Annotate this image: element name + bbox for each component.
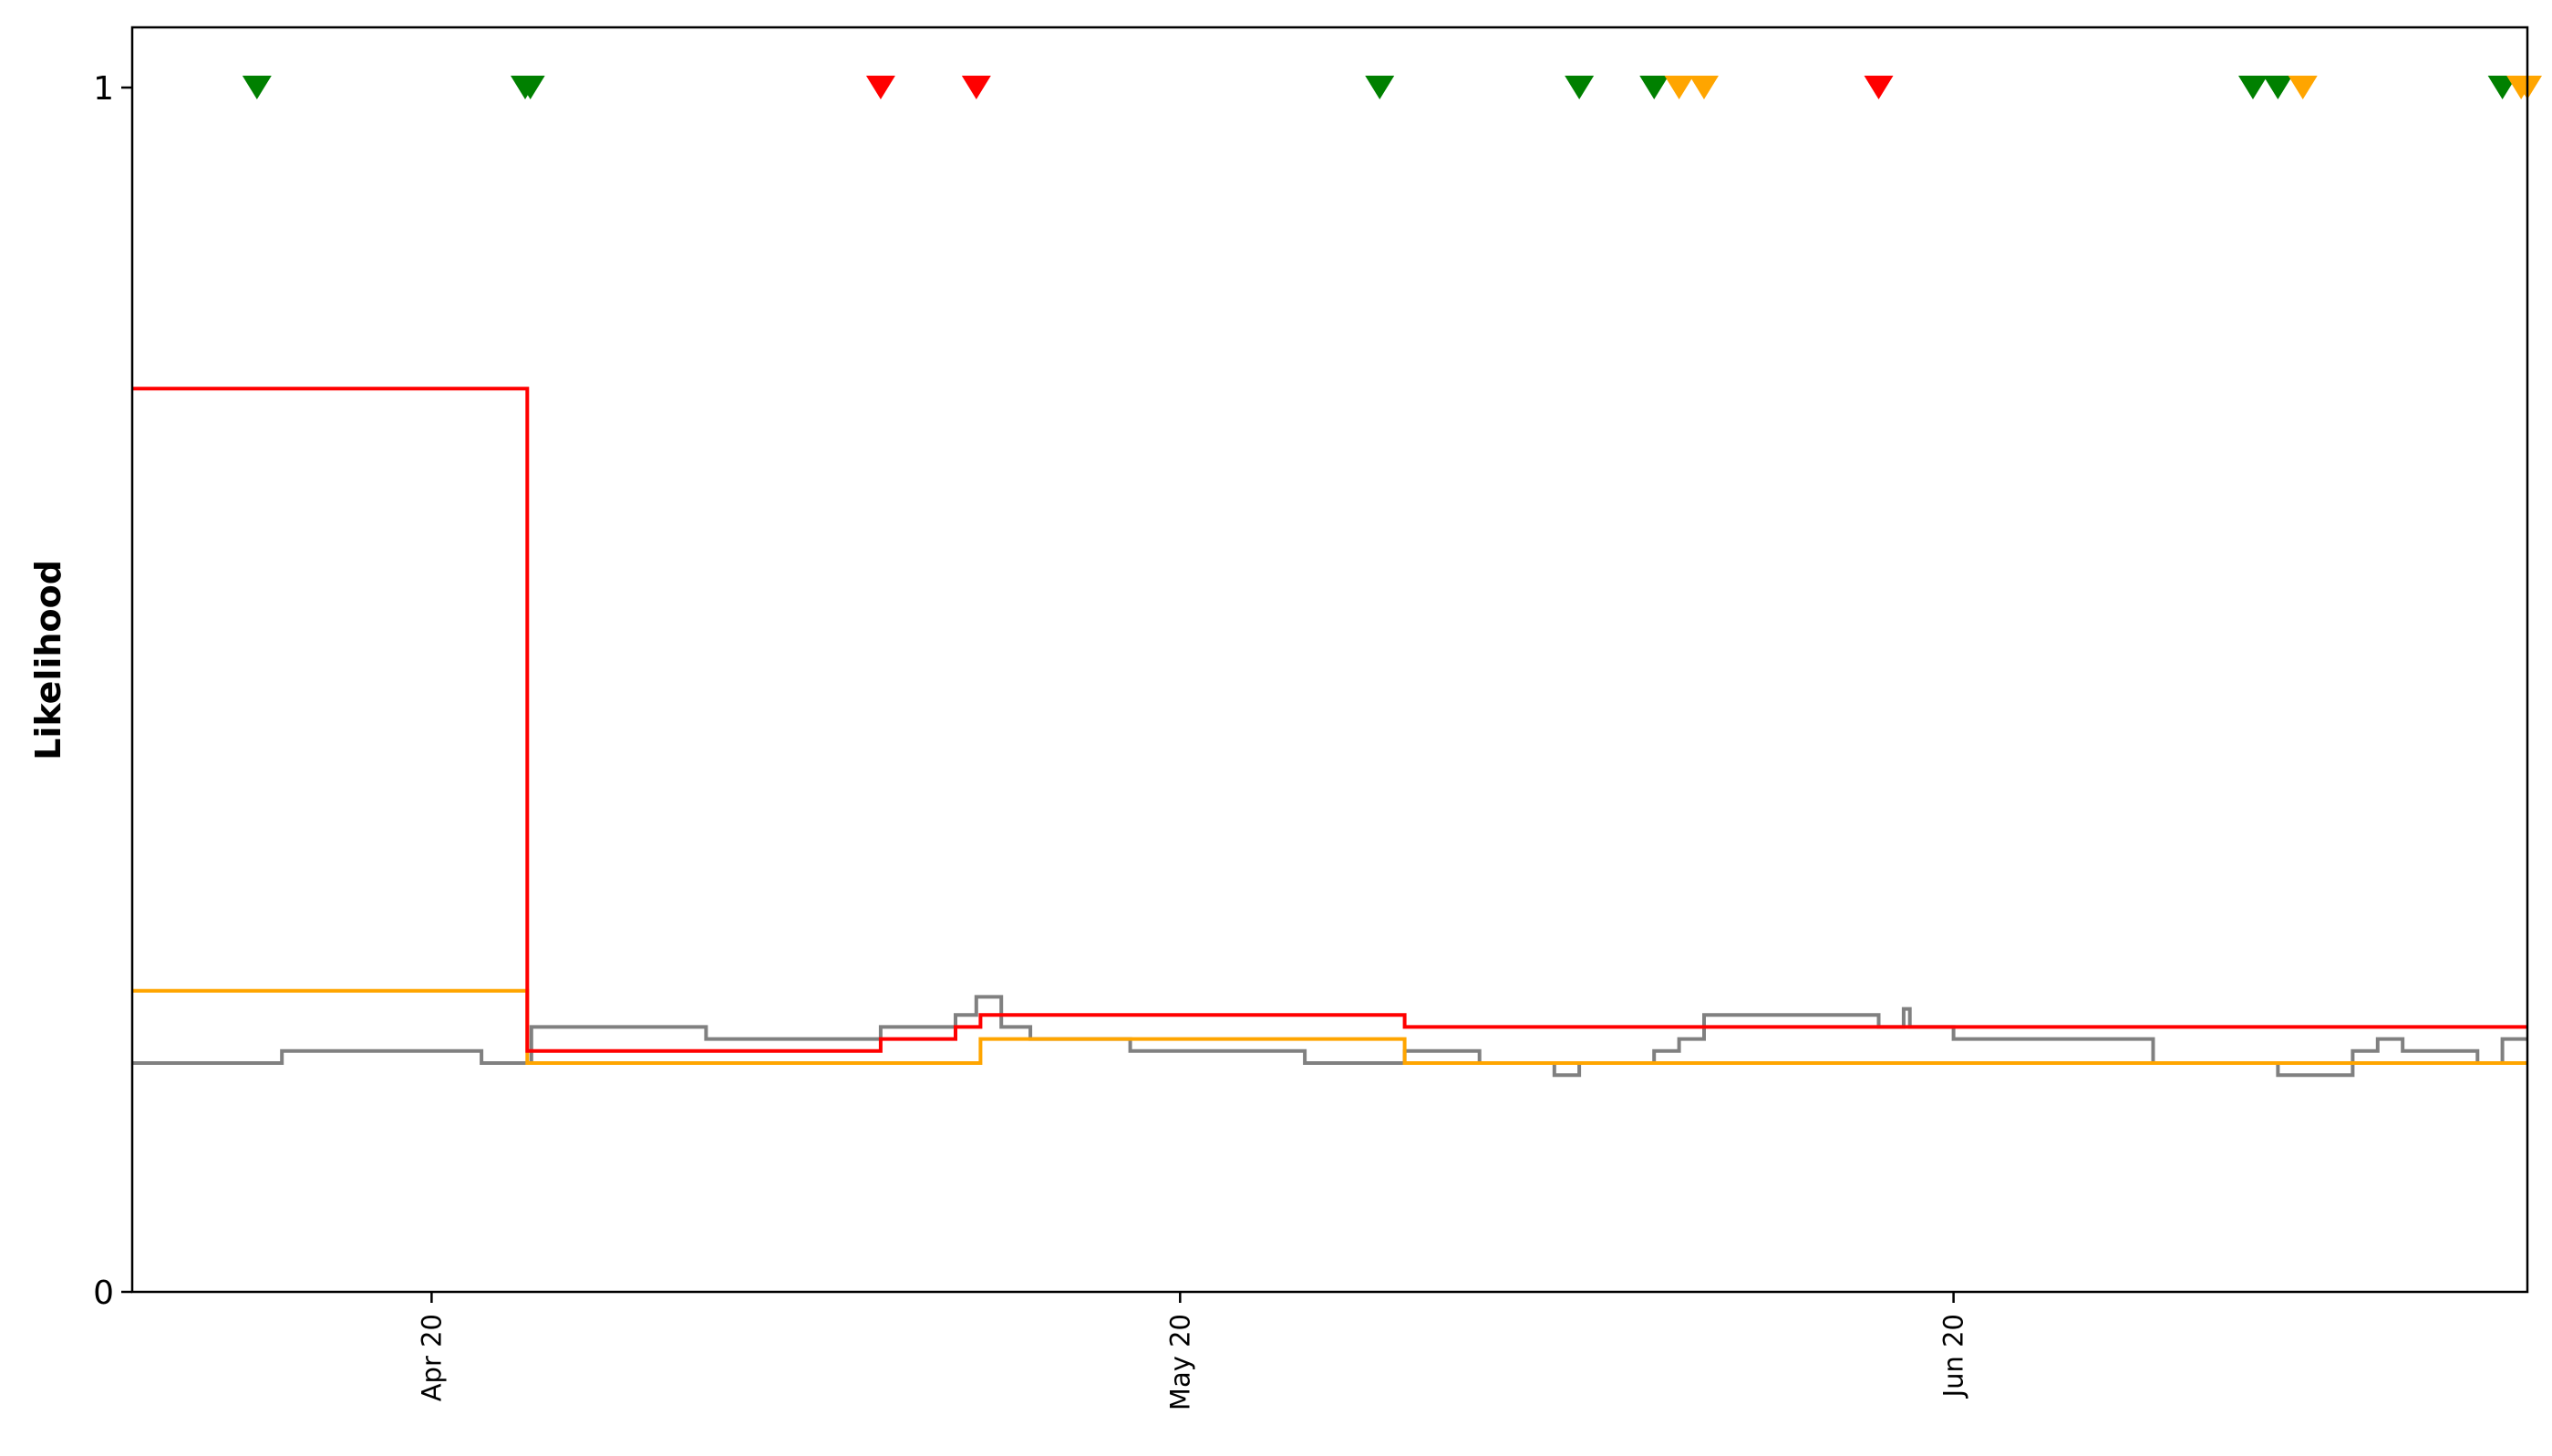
event-marker-8 — [1664, 76, 1694, 100]
y-tick-label-1: 1 — [93, 70, 114, 108]
x-tick-label-1: May 20 — [1164, 1314, 1195, 1410]
series-layer — [132, 387, 2527, 1078]
marker-layer — [242, 76, 2542, 100]
plot-frame — [130, 26, 2529, 1294]
y-axis-label: Likelihood — [28, 560, 68, 760]
axis-layer: 0 1 Apr 20 May 20 Jun 20 — [93, 70, 1969, 1410]
x-tick-label-0: Apr 20 — [416, 1314, 447, 1401]
event-marker-4 — [961, 76, 991, 100]
y-tick-label-0: 0 — [93, 1275, 114, 1312]
event-marker-0 — [242, 76, 272, 100]
event-marker-12 — [2263, 76, 2293, 100]
event-marker-13 — [2288, 76, 2318, 100]
series-line-2 — [132, 995, 2527, 1078]
series-line-0 — [132, 387, 2527, 1053]
x-tick-label-2: Jun 20 — [1938, 1314, 1969, 1399]
event-marker-14 — [2487, 76, 2517, 100]
event-marker-9 — [1689, 76, 1719, 100]
event-marker-6 — [1565, 76, 1595, 100]
event-marker-5 — [1365, 76, 1395, 100]
event-marker-11 — [2237, 76, 2268, 100]
event-marker-3 — [865, 76, 895, 100]
event-marker-2 — [515, 76, 545, 100]
event-marker-10 — [1864, 76, 1894, 100]
event-marker-7 — [1639, 76, 1669, 100]
